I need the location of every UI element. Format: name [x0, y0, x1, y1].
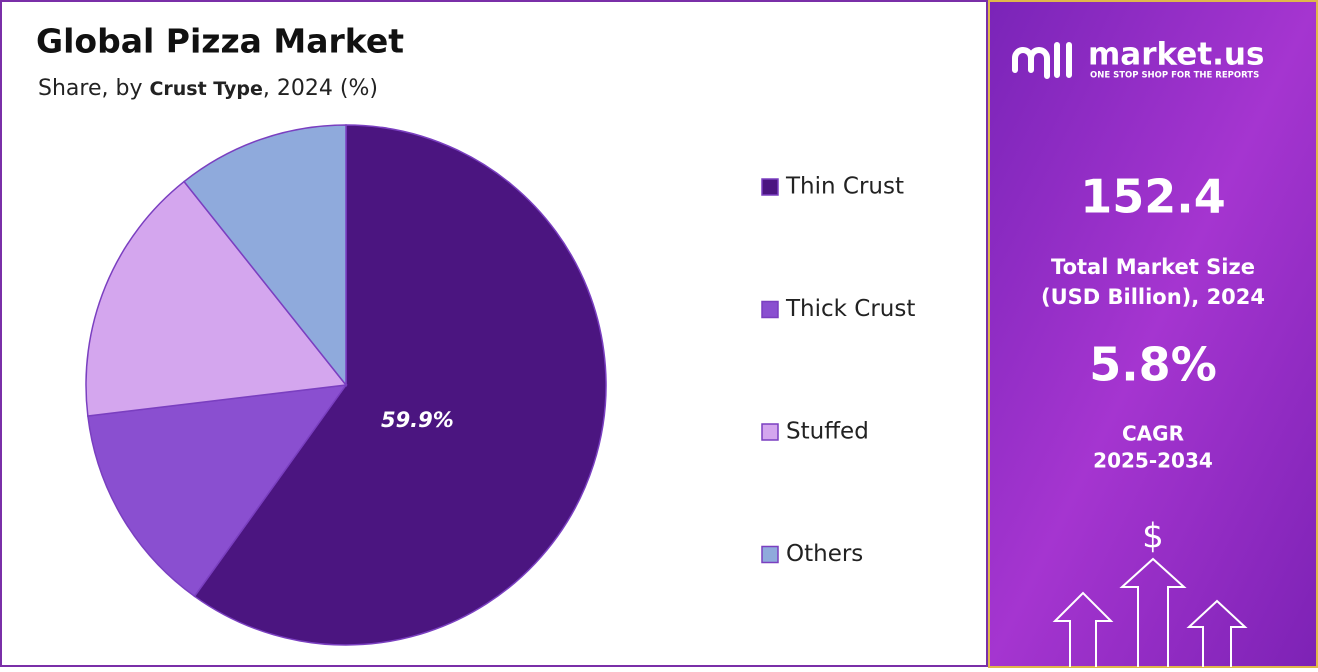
legend-label: Stuffed	[786, 419, 869, 445]
info-panel	[988, 0, 1318, 668]
legend-swatch	[761, 300, 779, 319]
brand-logo	[1012, 42, 1072, 79]
pie-slice	[183, 124, 347, 388]
legend-swatch	[761, 423, 779, 441]
brand-name: market.us	[1088, 37, 1264, 73]
market-size-label: (USD Billion), 2024	[1041, 285, 1265, 309]
growth-arrows	[1052, 557, 1248, 667]
legend-swatch	[761, 178, 779, 196]
legend-label: Thick Crust	[785, 296, 915, 322]
pie: 59.9%	[85, 124, 607, 646]
market-size: 152.4	[1080, 170, 1226, 224]
legend-swatch	[761, 545, 779, 564]
pie-slice	[193, 124, 607, 646]
currency-icon: $	[1142, 517, 1164, 557]
subtitle-part: Crust Type	[149, 78, 262, 100]
pie-slice	[85, 180, 348, 417]
chart-subtitle: Share, by Crust Type, 2024 (%)	[38, 76, 378, 101]
subtitle-part: Share, by	[38, 76, 149, 101]
chart-title: Global Pizza Market	[36, 22, 404, 61]
legend: Thin Crust Thick Crust Stuffed Others	[761, 174, 915, 567]
subtitle-part: , 2024 (%)	[263, 76, 378, 101]
legend-label: Others	[786, 541, 863, 567]
market-size-label: Total Market Size	[1051, 255, 1255, 279]
data-label: 59.9%	[381, 408, 454, 432]
brand-tagline: ONE STOP SHOP FOR THE REPORTS	[1090, 71, 1259, 81]
legend-label: Thin Crust	[785, 174, 904, 200]
cagr-label: 2025-2034	[1093, 449, 1213, 473]
pie-slice	[87, 384, 348, 598]
cagr-value: 5.8%	[1089, 338, 1217, 392]
cagr-label: CAGR	[1122, 422, 1184, 446]
